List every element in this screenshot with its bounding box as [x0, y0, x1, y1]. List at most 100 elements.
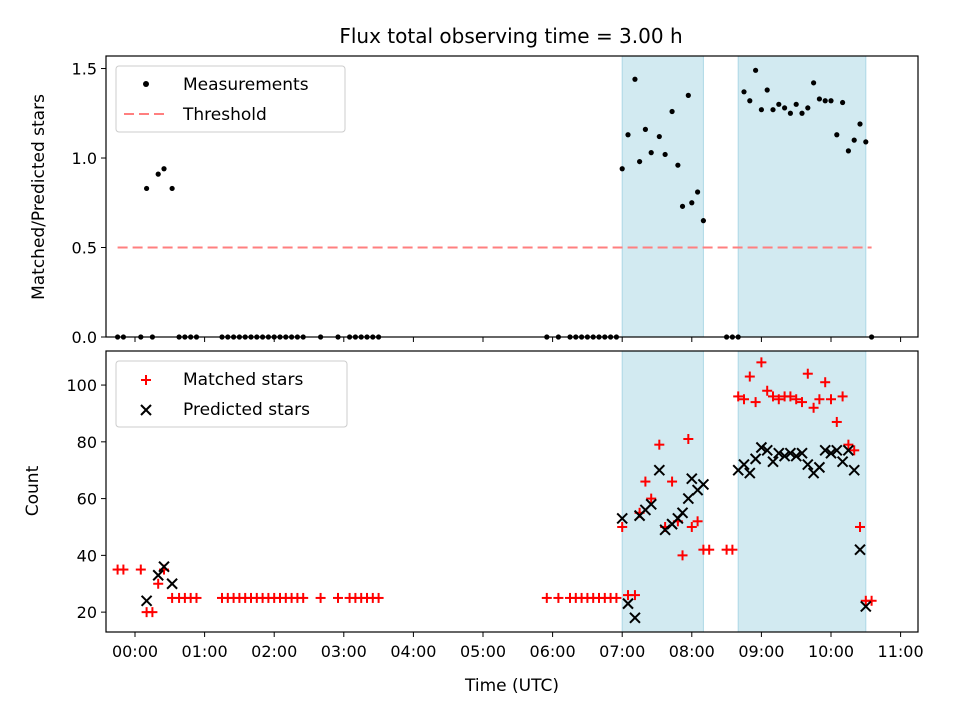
- measurement-point: [799, 110, 805, 116]
- matched-star-point: [785, 391, 796, 402]
- predicted-star-point: [158, 561, 170, 573]
- measurement-point: [845, 148, 852, 154]
- predicted-star-point: [860, 600, 872, 613]
- measurement-point: [656, 133, 662, 140]
- matched-star-point: [866, 595, 877, 606]
- legend-predicted-marker: [140, 404, 152, 416]
- predicted-star-point: [848, 464, 860, 476]
- top-axes-frame: [105, 55, 919, 338]
- bottom-ylabel: Count: [23, 465, 43, 516]
- predicted-star-point: [744, 467, 756, 479]
- matched-star-point: [768, 391, 778, 402]
- matched-star-point: [147, 607, 158, 618]
- measurement-point: [155, 171, 161, 177]
- legend-predicted-label: Predicted stars: [183, 400, 310, 420]
- matched-star-point: [191, 592, 202, 603]
- predicted-star-point: [755, 441, 768, 454]
- measurement-point: [675, 162, 681, 168]
- measurement-point: [632, 76, 638, 82]
- measurement-point: [776, 101, 782, 107]
- matched-star-point: [750, 397, 761, 408]
- top-legend-box: [115, 65, 346, 133]
- measurement-point: [747, 98, 753, 104]
- measurement-point: [857, 121, 863, 127]
- predicted-star-point: [749, 453, 762, 465]
- predicted-star-point: [140, 595, 153, 607]
- observing-interval-shade: [737, 55, 867, 338]
- matched-star-point: [808, 402, 819, 413]
- predicted-star-points: [140, 441, 872, 624]
- measurement-point: [782, 105, 788, 111]
- bottom-legend: Matched stars Predicted stars: [115, 360, 348, 428]
- y-tick-label: 80: [77, 433, 97, 452]
- measurement-point: [679, 203, 686, 209]
- measurement-point: [169, 185, 175, 192]
- measurement-point: [662, 151, 668, 158]
- predicted-star-point: [802, 458, 814, 471]
- predicted-star-point: [616, 512, 628, 525]
- matched-star-point: [739, 394, 749, 405]
- measurement-point: [625, 132, 631, 138]
- matched-star-point: [843, 439, 854, 450]
- predicted-star-point: [676, 507, 689, 519]
- legend-x: [140, 404, 152, 416]
- x-tick-label: 04:00: [390, 642, 436, 661]
- measurement-point: [669, 108, 675, 115]
- measurement-point: [637, 158, 643, 165]
- matched-star-point: [667, 476, 678, 487]
- matched-star-point: [837, 391, 848, 402]
- matched-star-point: [733, 391, 744, 402]
- predicted-star-point: [819, 444, 831, 457]
- x-tick-label: 01:00: [182, 642, 228, 661]
- predicted-star-point: [645, 498, 657, 510]
- y-tick-label: 0.0: [72, 328, 97, 347]
- predicted-star-point: [813, 461, 826, 474]
- measurement-point: [816, 96, 823, 102]
- bottom-axes-frame: [105, 350, 919, 633]
- predicted-star-point: [622, 597, 634, 610]
- predicted-star-point: [790, 450, 802, 462]
- measurement-point: [793, 101, 799, 107]
- x-tick-label: 10:00: [808, 642, 854, 661]
- measurement-point: [834, 132, 840, 138]
- measurement-point: [840, 99, 846, 106]
- measurement-point: [753, 67, 759, 73]
- legend-threshold-label: Threshold: [182, 105, 267, 125]
- measurement-point: [695, 189, 701, 195]
- measurement-point: [805, 105, 811, 111]
- measurement-point: [787, 110, 794, 116]
- matched-star-point: [611, 592, 622, 603]
- matched-star-point: [333, 592, 343, 603]
- matched-star-point: [831, 416, 842, 427]
- legend-plus: [141, 375, 151, 385]
- y-tick-label: 40: [77, 546, 97, 565]
- measurement-point: [741, 89, 747, 95]
- matched-star-point: [727, 544, 738, 555]
- measurement-point: [851, 137, 857, 143]
- x-tick-label: 08:00: [669, 642, 715, 661]
- matched-star-point: [118, 564, 129, 575]
- bottom-legend-box: [115, 360, 348, 428]
- legend-matched-label: Matched stars: [183, 370, 303, 390]
- matched-star-point: [692, 516, 703, 527]
- predicted-star-point: [825, 447, 837, 459]
- measurement-point: [764, 87, 770, 93]
- matched-star-point: [315, 592, 326, 603]
- predicted-star-point: [653, 464, 666, 476]
- measurement-point: [619, 166, 625, 172]
- measurement-point: [161, 166, 167, 172]
- measurement-point: [811, 80, 817, 86]
- measurement-points: [115, 67, 875, 340]
- x-tick-label: 06:00: [530, 642, 576, 661]
- top-panel: 0.0 0.5 1.0 1.5 Matched/Predicted stars Mea…: [29, 55, 919, 347]
- matched-star-point: [646, 493, 657, 504]
- matched-star-point: [153, 578, 164, 589]
- predicted-star-point: [773, 447, 785, 459]
- matched-star-point: [820, 377, 831, 388]
- measurement-point: [828, 98, 834, 104]
- x-tick-label: 03:00: [321, 642, 367, 661]
- matched-star-point: [677, 550, 688, 561]
- predicted-star-point: [836, 455, 849, 468]
- matched-star-point: [744, 371, 755, 382]
